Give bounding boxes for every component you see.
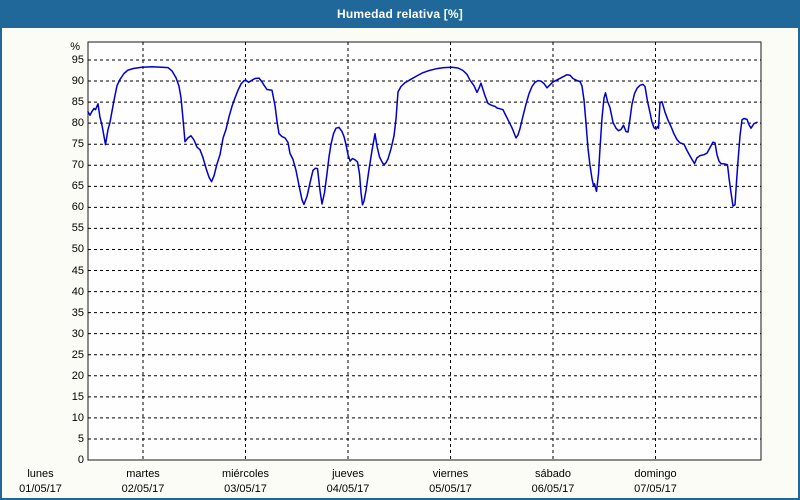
y-tick-label: 25 — [71, 348, 84, 361]
day-date: 01/05/17 — [19, 483, 62, 495]
day-date: 02/05/17 — [121, 483, 165, 495]
day-date: 04/05/17 — [326, 483, 370, 495]
day-name: martes — [126, 468, 160, 480]
y-tick-label: 70 — [71, 159, 84, 172]
day-name: jueves — [332, 468, 364, 480]
day-date: 05/05/17 — [429, 483, 472, 495]
day-name: miércoles — [221, 468, 270, 480]
x-day-label: martes 02/05/17 — [92, 467, 194, 497]
y-tick-label: 65 — [71, 180, 84, 193]
y-tick-label: 15 — [71, 390, 84, 403]
x-day-label: miércoles 03/05/17 — [195, 467, 297, 497]
plot-frame — [87, 41, 762, 461]
x-day-label: domingo 07/05/17 — [605, 467, 707, 497]
y-tick-label: 55 — [71, 222, 84, 235]
day-date: 03/05/17 — [224, 483, 267, 495]
humidity-series-line — [87, 65, 758, 207]
day-name: lunes — [27, 468, 54, 480]
y-tick-label: 20 — [71, 369, 84, 382]
day-name: sábado — [534, 468, 572, 480]
y-axis-unit-label: % — [70, 41, 80, 53]
y-tick-label: 90 — [71, 75, 84, 88]
y-tick-label: 0 — [77, 454, 84, 466]
day-date: 06/05/17 — [531, 483, 575, 495]
x-day-label: viernes 05/05/17 — [400, 467, 502, 497]
y-tick-label: 45 — [71, 264, 84, 277]
day-date: 07/05/17 — [634, 483, 677, 495]
y-tick-label: 60 — [71, 201, 84, 214]
y-tick-label: 30 — [71, 327, 84, 340]
y-tick-label: 10 — [71, 411, 84, 424]
x-day-label: sábado 06/05/17 — [502, 467, 604, 497]
day-name: domingo — [634, 468, 677, 480]
chart-title-bar: Humedad relativa [%] — [0, 0, 800, 28]
y-tick-label: 80 — [71, 117, 84, 130]
y-tick-label: 40 — [71, 285, 84, 298]
chart-title: Humedad relativa [%] — [336, 7, 464, 21]
y-tick-label: 85 — [71, 96, 84, 109]
x-day-label: jueves 04/05/17 — [297, 467, 399, 497]
x-day-label: lunes 01/05/17 — [0, 467, 92, 497]
y-tick-label: 75 — [71, 138, 84, 151]
y-tick-label: 50 — [71, 243, 84, 256]
y-tick-label: 5 — [77, 432, 84, 445]
day-name: viernes — [432, 468, 469, 480]
y-tick-label: 95 — [71, 54, 84, 66]
y-tick-label: 35 — [71, 306, 84, 319]
